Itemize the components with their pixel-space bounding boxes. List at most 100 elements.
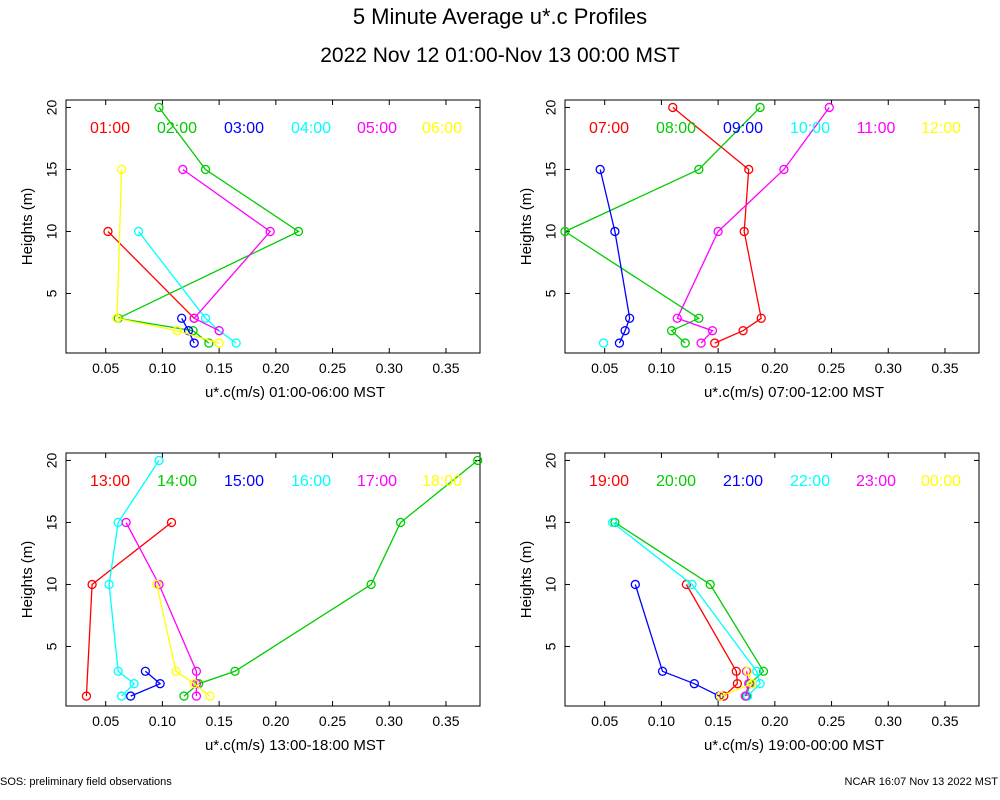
- x-tick-label: 0.15: [205, 360, 232, 376]
- x-tick-label: 0.30: [875, 713, 902, 729]
- series-line-0500: [182, 168, 272, 332]
- data-point: [116, 164, 127, 175]
- legend-entry: 13:00: [90, 473, 130, 490]
- y-tick-label: 10: [44, 576, 60, 592]
- profile-panel-3: 0.05 0.10 0.15 0.20 0.25 0.30 0.35 5 10 15 20 u*.c(…: [19, 452, 483, 754]
- legend-entry: 00:00: [921, 473, 961, 490]
- data-point: [191, 691, 202, 701]
- x-tick-label: 0.05: [92, 360, 119, 376]
- x-axis-label: u*.c(m/s) 13:00-18:00 MST: [205, 737, 385, 754]
- footer-source-note: SOS: preliminary field observations: [0, 776, 172, 788]
- series-line-0200: [116, 107, 300, 344]
- y-tick-label: 10: [543, 576, 559, 592]
- data-point: [121, 517, 131, 528]
- series-line-1700: [125, 522, 198, 697]
- data-point: [740, 691, 750, 701]
- legend-entry: 12:00: [921, 120, 961, 137]
- y-tick-label: 5: [543, 642, 559, 650]
- data-point: [103, 226, 113, 237]
- data-point: [696, 338, 706, 348]
- y-tick-label: 5: [44, 642, 60, 650]
- legend-entry: 01:00: [90, 120, 130, 137]
- x-tick-label: 0.20: [761, 360, 788, 376]
- data-point: [231, 338, 241, 348]
- data-point: [104, 579, 114, 590]
- data-point: [81, 691, 92, 701]
- x-tick-label: 0.20: [761, 713, 788, 729]
- x-tick-label: 0.35: [432, 360, 459, 376]
- data-point: [779, 164, 789, 175]
- y-axis-label: Heights (m): [19, 188, 36, 266]
- data-point: [824, 102, 834, 113]
- data-point: [560, 226, 570, 237]
- data-point: [171, 666, 181, 676]
- data-point: [742, 666, 753, 676]
- data-point: [154, 102, 164, 113]
- data-point: [630, 579, 640, 590]
- x-tick-label: 0.10: [648, 713, 675, 729]
- legend-entry: 06:00: [422, 120, 462, 137]
- profile-panel-1: 0.05 0.10 0.15 0.20 0.25 0.30 0.35 5 10 15 20 u*.c(…: [19, 99, 481, 401]
- data-point: [473, 455, 483, 466]
- series-group: [560, 102, 834, 348]
- x-tick-label: 0.35: [931, 360, 958, 376]
- series-line-0600: [116, 169, 220, 344]
- data-point: [756, 313, 766, 323]
- legend-entry: 14:00: [157, 473, 197, 490]
- x-tick-label: 0.05: [591, 713, 618, 729]
- plot-frame: [65, 99, 481, 354]
- y-axis-label: Heights (m): [518, 541, 535, 619]
- series-line-1600: [108, 460, 160, 697]
- data-point: [694, 164, 704, 175]
- data-point: [214, 326, 224, 336]
- data-point: [666, 326, 677, 336]
- legend-entry: 11:00: [857, 120, 896, 137]
- legend-entry: 18:00: [422, 473, 462, 490]
- x-tick-label: 0.25: [818, 713, 845, 729]
- legend-entry: 20:00: [656, 473, 696, 490]
- data-point: [205, 691, 215, 701]
- data-point: [189, 313, 199, 323]
- data-point: [657, 666, 668, 676]
- x-tick-label: 0.10: [648, 360, 675, 376]
- series-group: [607, 517, 769, 701]
- legend-entry: 19:00: [589, 473, 629, 490]
- series-line-2000: [614, 521, 765, 697]
- y-tick-label: 5: [44, 289, 60, 297]
- data-point: [680, 338, 690, 348]
- data-point: [715, 691, 726, 701]
- data-point: [116, 691, 127, 701]
- data-point: [395, 517, 406, 528]
- series-line-2200: [612, 521, 761, 697]
- x-axis-label: u*.c(m/s) 19:00-00:00 MST: [704, 737, 884, 754]
- data-point: [179, 691, 189, 701]
- data-point: [731, 666, 741, 676]
- series-line-1100: [676, 107, 830, 344]
- data-point: [265, 226, 275, 237]
- data-point: [732, 679, 743, 689]
- series-line-1800: [156, 584, 211, 697]
- legend-entry: 08:00: [656, 120, 696, 137]
- data-point: [713, 226, 723, 237]
- series-line-1300: [85, 521, 172, 697]
- profile-panel-2: 0.05 0.10 0.15 0.20 0.25 0.30 0.35 5 10 15 20 u*.c(…: [518, 99, 980, 401]
- series-group: [81, 455, 483, 701]
- x-tick-label: 0.30: [376, 713, 403, 729]
- data-point: [200, 313, 211, 323]
- data-point: [620, 326, 630, 336]
- series-group: [103, 102, 304, 348]
- data-point: [172, 326, 182, 336]
- x-tick-label: 0.05: [92, 713, 119, 729]
- y-tick-label: 20: [543, 99, 559, 115]
- x-tick-label: 0.30: [376, 360, 403, 376]
- series-line-0800: [563, 106, 761, 344]
- y-tick-label: 15: [543, 514, 559, 530]
- y-tick-label: 15: [44, 514, 60, 530]
- data-point: [758, 666, 769, 676]
- y-tick-label: 10: [543, 223, 559, 239]
- x-axis-label: u*.c(m/s) 07:00-12:00 MST: [704, 384, 884, 401]
- data-point: [166, 517, 177, 528]
- series-line-1400: [183, 459, 479, 697]
- data-point: [178, 164, 188, 175]
